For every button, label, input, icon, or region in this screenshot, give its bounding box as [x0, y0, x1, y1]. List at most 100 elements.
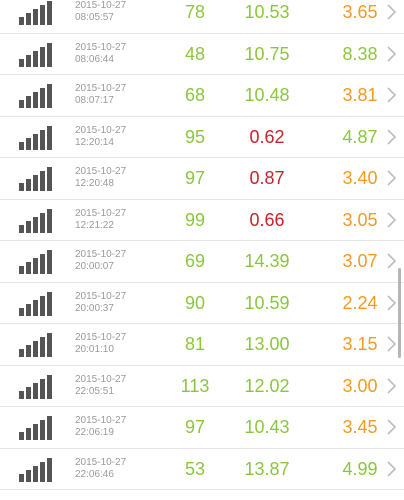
- time-label: 12:20:14: [75, 136, 114, 148]
- chevron-right-icon[interactable]: [385, 211, 399, 229]
- date-label: 2015-10-27: [75, 373, 127, 385]
- value-3: 8.38: [342, 43, 378, 64]
- timestamp: 2015-10-27 22:06:19: [75, 415, 126, 439]
- value-3: 3.65: [342, 2, 378, 22]
- list-item[interactable]: 2015-10-27 22:06:19 97 10.43 3.45: [0, 407, 404, 449]
- value-2: 10.53: [244, 2, 290, 22]
- value-3: 3.45: [342, 417, 378, 437]
- date-label: 2015-10-27: [75, 415, 127, 426]
- timestamp: 2015-10-27 08:07:17: [75, 83, 126, 107]
- timestamp: 2015-10-27 22:06:46: [75, 457, 126, 481]
- list-item[interactable]: 2015-10-27 20:00:37 90 10.59 2.24: [0, 283, 404, 324]
- time-label: 22:06:46: [75, 468, 114, 480]
- value-2: 13.00: [244, 334, 290, 354]
- value-1: 97: [184, 168, 206, 188]
- chevron-right-icon[interactable]: [385, 3, 399, 21]
- signal-bars-icon: [19, 1, 55, 25]
- value-2: 10.59: [244, 292, 290, 313]
- time-label: 12:21:22: [75, 219, 114, 231]
- list-item[interactable]: 2015-10-27 20:00:07 69 14.39 3.07: [0, 241, 404, 283]
- date-label: 2015-10-27: [75, 41, 127, 53]
- list-item[interactable]: 2015-10-27 08:07:17 68 10.48 3.81: [0, 75, 404, 117]
- list-item[interactable]: 2015-10-27 20:01:10 81 13.00 3.15: [0, 324, 404, 366]
- list-item[interactable]: 2015-10-27 12:20:14 95 0.62 4.87: [0, 117, 404, 158]
- chevron-right-icon[interactable]: [385, 128, 399, 146]
- signal-bars-icon: [19, 457, 55, 482]
- chevron-right-icon[interactable]: [385, 418, 399, 436]
- value-3: 3.00: [342, 375, 378, 396]
- time-label: 20:00:37: [75, 302, 114, 314]
- time-label: 22:05:51: [75, 385, 114, 397]
- time-label: 20:01:10: [75, 344, 114, 355]
- date-label: 2015-10-27: [75, 124, 127, 136]
- value-2: 10.75: [244, 43, 290, 64]
- value-1: 97: [184, 417, 206, 437]
- time-label: 20:00:07: [75, 261, 114, 272]
- scrollbar[interactable]: [398, 268, 401, 358]
- timestamp: 2015-10-27 20:00:07: [75, 249, 126, 273]
- value-1: 69: [184, 251, 206, 271]
- value-1: 78: [184, 2, 206, 22]
- timestamp: 2015-10-27 08:05:57: [75, 0, 126, 24]
- value-1: 48: [184, 43, 206, 64]
- value-3: 3.05: [342, 209, 378, 230]
- chevron-right-icon[interactable]: [385, 252, 399, 270]
- date-label: 2015-10-27: [75, 0, 127, 11]
- list-item[interactable]: 2015-10-27 08:06:44 48 10.75 8.38: [0, 34, 404, 75]
- value-2: 0.66: [249, 209, 285, 230]
- timestamp: 2015-10-27 20:01:10: [75, 332, 126, 356]
- time-label: 08:05:57: [75, 12, 114, 23]
- chevron-right-icon[interactable]: [385, 294, 399, 312]
- value-2: 10.43: [244, 417, 290, 437]
- signal-bars-icon: [19, 250, 55, 274]
- signal-bars-icon: [19, 125, 55, 150]
- value-2: 0.87: [249, 168, 285, 188]
- signal-bars-icon: [19, 42, 55, 67]
- chevron-right-icon[interactable]: [385, 45, 399, 63]
- chevron-right-icon[interactable]: [385, 335, 399, 353]
- date-label: 2015-10-27: [75, 290, 127, 302]
- value-3: 4.87: [342, 126, 378, 147]
- date-label: 2015-10-27: [75, 456, 127, 468]
- date-label: 2015-10-27: [75, 249, 127, 260]
- timestamp: 2015-10-27 08:06:44: [75, 42, 126, 66]
- list-item[interactable]: 2015-10-27 12:20:48 97 0.87 3.40: [0, 158, 404, 200]
- value-1: 99: [184, 209, 206, 230]
- value-2: 12.02: [244, 375, 290, 396]
- list-item[interactable]: 2015-10-27 08:05:57 78 10.53 3.65: [0, 0, 404, 34]
- time-label: 08:06:44: [75, 53, 114, 65]
- date-label: 2015-10-27: [75, 207, 127, 219]
- chevron-right-icon[interactable]: [385, 460, 399, 478]
- signal-bars-icon: [19, 208, 55, 233]
- value-3: 3.07: [342, 251, 378, 271]
- time-label: 12:20:48: [75, 178, 114, 189]
- signal-bars-icon: [19, 374, 55, 399]
- value-1: 81: [184, 334, 206, 354]
- signal-bars-icon: [19, 167, 55, 191]
- chevron-right-icon[interactable]: [385, 86, 399, 104]
- value-3: 4.99: [342, 458, 378, 479]
- list-item[interactable]: 2015-10-27 22:06:46 53 13.87 4.99: [0, 449, 404, 490]
- signal-bars-icon: [19, 416, 55, 440]
- value-1: 68: [184, 85, 206, 105]
- chevron-right-icon[interactable]: [385, 169, 399, 187]
- value-3: 3.15: [342, 334, 378, 354]
- time-label: 22:06:19: [75, 427, 114, 438]
- value-3: 2.24: [342, 292, 378, 313]
- date-label: 2015-10-27: [75, 83, 127, 94]
- timestamp: 2015-10-27 12:20:48: [75, 166, 126, 190]
- timestamp: 2015-10-27 12:20:14: [75, 125, 126, 149]
- value-1: 53: [184, 458, 206, 479]
- chevron-right-icon[interactable]: [385, 377, 399, 395]
- signal-bars-icon: [19, 291, 55, 316]
- value-2: 14.39: [244, 251, 290, 271]
- timestamp: 2015-10-27 12:21:22: [75, 208, 126, 232]
- list-item[interactable]: 2015-10-27 12:21:22 99 0.66 3.05: [0, 200, 404, 241]
- value-2: 0.62: [249, 126, 285, 147]
- value-2: 13.87: [244, 458, 290, 479]
- date-label: 2015-10-27: [75, 332, 127, 343]
- value-3: 3.40: [342, 168, 378, 188]
- value-1: 90: [184, 292, 206, 313]
- list-item[interactable]: 2015-10-27 22:05:51 113 12.02 3.00: [0, 366, 404, 407]
- timestamp: 2015-10-27 20:00:37: [75, 291, 126, 315]
